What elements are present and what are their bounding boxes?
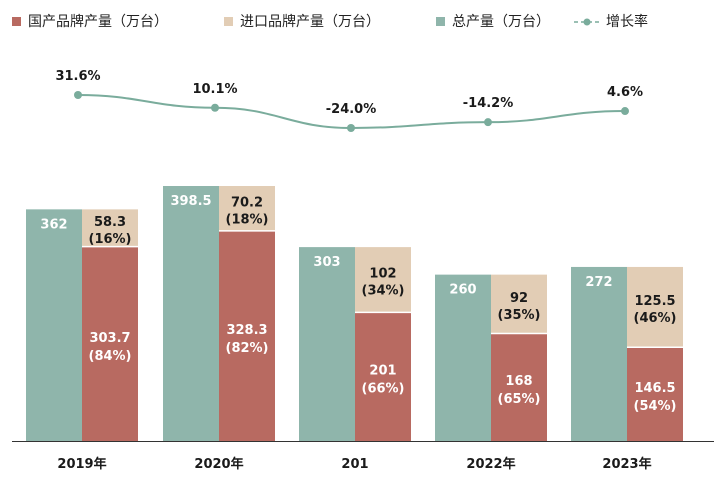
x-axis: 2019年 2020年 201 2022年 2023年 bbox=[12, 441, 714, 472]
bar-label-imported-share: (18%) bbox=[226, 212, 269, 227]
bar-label-imported-value: 70.2 bbox=[231, 195, 263, 210]
bar-label-domestic-value: 146.5 bbox=[634, 381, 675, 396]
bar-label-domestic-share: (82%) bbox=[226, 341, 269, 356]
growth-label: -14.2% bbox=[463, 96, 514, 111]
legend-swatch-total bbox=[436, 17, 445, 26]
bar-label-imported-value: 92 bbox=[510, 291, 528, 306]
category-label: 2020年 bbox=[194, 456, 243, 472]
bar-total bbox=[571, 266, 627, 441]
bar-label-domestic-value: 201 bbox=[369, 364, 396, 379]
bar-label-total: 260 bbox=[449, 283, 476, 298]
bar-imported bbox=[355, 247, 411, 313]
growth-label: 10.1% bbox=[192, 82, 237, 97]
bar-imported bbox=[491, 274, 547, 334]
category-label: 2019年 bbox=[57, 456, 106, 472]
growth-point bbox=[621, 107, 629, 116]
bar-total bbox=[299, 247, 355, 441]
bar-domestic bbox=[355, 312, 411, 441]
category-label: 2023年 bbox=[602, 456, 651, 472]
growth-point bbox=[484, 118, 492, 127]
category-label: 201 bbox=[341, 457, 368, 472]
bar-label-domestic-share: (54%) bbox=[634, 399, 677, 414]
growth-point bbox=[347, 124, 355, 132]
bar-label-total: 303 bbox=[313, 255, 340, 270]
legend-label-domestic: 国产品牌产量（万台） bbox=[28, 13, 168, 30]
bar-domestic bbox=[219, 230, 275, 441]
legend-label-growth: 增长率 bbox=[606, 13, 648, 30]
bar-label-imported-share: (16%) bbox=[89, 232, 132, 247]
bar-label-imported-share: (46%) bbox=[634, 311, 677, 326]
bar-label-total: 398.5 bbox=[170, 194, 211, 209]
bar-label-domestic-value: 303.7 bbox=[89, 331, 130, 346]
bar-label-total: 362 bbox=[40, 217, 67, 232]
growth-line: 31.6% 10.1% -24.0% -14.2% 4.6% bbox=[55, 69, 643, 132]
legend-swatch-domestic bbox=[12, 17, 21, 26]
bar-label-imported-share: (35%) bbox=[498, 308, 541, 323]
bar-label-domestic-share: (65%) bbox=[498, 392, 541, 407]
growth-label: 31.6% bbox=[55, 69, 100, 84]
growth-point bbox=[211, 103, 219, 112]
bar-total bbox=[163, 186, 219, 441]
legend-label-imported: 进口品牌产量（万台） bbox=[240, 13, 380, 30]
legend-marker-growth bbox=[583, 18, 591, 26]
bar-label-domestic-share: (66%) bbox=[362, 382, 405, 397]
growth-label: -24.0% bbox=[326, 102, 377, 117]
legend-swatch-imported bbox=[224, 17, 233, 26]
bar-label-total: 272 bbox=[585, 275, 612, 290]
bar-imported bbox=[82, 209, 138, 247]
growth-point bbox=[74, 91, 82, 99]
bar-domestic bbox=[491, 333, 547, 441]
bar-label-domestic-value: 168 bbox=[505, 374, 532, 389]
bar-label-imported-value: 102 bbox=[369, 267, 396, 282]
bar-total bbox=[435, 274, 491, 441]
bar-label-imported-value: 58.3 bbox=[94, 215, 126, 230]
bars: 362 303.7 (84%) 58.3 (16%) 398.5 328.3 (82%) 70.… bbox=[26, 186, 683, 441]
bar-label-imported-share: (34%) bbox=[362, 284, 405, 299]
bar-label-domestic-value: 328.3 bbox=[226, 323, 267, 338]
legend-label-total: 总产量（万台） bbox=[452, 14, 550, 30]
bar-domestic bbox=[627, 347, 683, 441]
category-label: 2022年 bbox=[466, 456, 515, 472]
bar-imported bbox=[627, 266, 683, 348]
growth-label: 4.6% bbox=[607, 85, 643, 100]
legend: 国产品牌产量（万台） 进口品牌产量（万台） 总产量（万台） 增长率 bbox=[12, 13, 648, 30]
bar-label-imported-value: 125.5 bbox=[634, 294, 675, 309]
bar-domestic bbox=[82, 246, 138, 441]
bar-imported bbox=[219, 186, 275, 231]
bar-total bbox=[26, 209, 82, 441]
bar-label-domestic-share: (84%) bbox=[89, 349, 132, 364]
